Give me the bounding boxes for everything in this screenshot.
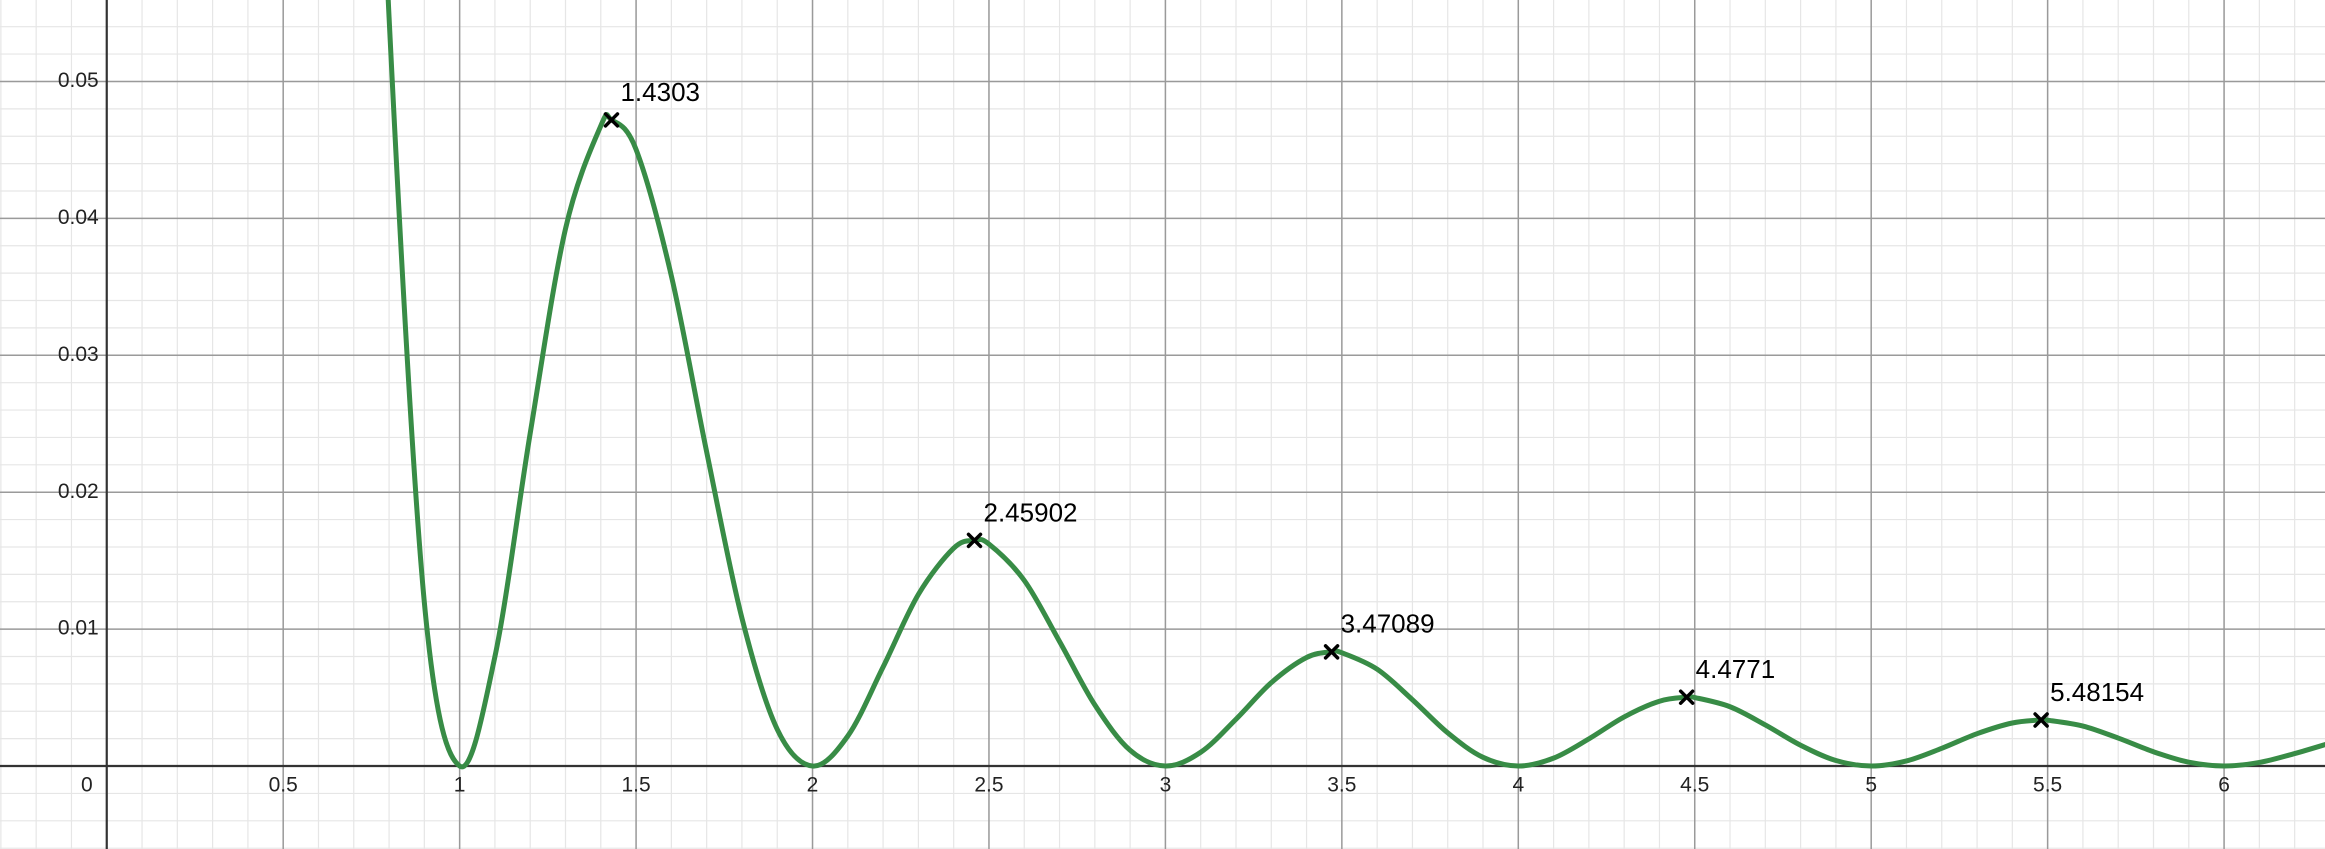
- x-tick-label: 4: [1512, 774, 1524, 797]
- y-tick-label: 0.01: [58, 617, 99, 640]
- point-label: 2.45902: [984, 497, 1078, 527]
- x-tick-label: 0: [81, 774, 93, 797]
- point-marker: [1678, 689, 1695, 705]
- point-label: 4.4771: [1696, 654, 1776, 684]
- point-label: 1.4303: [620, 77, 700, 107]
- point-marker: [966, 532, 983, 549]
- x-tick-label: 1.5: [621, 774, 650, 797]
- curve: [385, 0, 2325, 770]
- y-tick-label: 0.02: [58, 480, 99, 503]
- x-tick-label: 5.5: [2033, 774, 2062, 797]
- x-tick-label: 5: [1865, 774, 1877, 797]
- y-tick-label: 0.03: [58, 343, 99, 366]
- point-marker: [603, 112, 620, 128]
- x-tick-label: 3.5: [1327, 774, 1356, 797]
- point-label: 3.47089: [1341, 609, 1435, 639]
- x-tick-label: 2: [807, 774, 819, 797]
- x-tick-label: 6: [2218, 774, 2230, 797]
- x-tick-label: 4.5: [1680, 774, 1709, 797]
- y-tick-label: 0.05: [58, 69, 99, 92]
- point-marker: [2033, 712, 2049, 728]
- point-marker: [1323, 644, 1340, 660]
- x-tick-label: 2.5: [974, 774, 1003, 797]
- x-tick-label: 0.5: [269, 774, 298, 797]
- y-tick-label: 0.04: [58, 206, 99, 229]
- x-tick-label: 1: [454, 774, 466, 797]
- x-tick-label: 3: [1160, 774, 1172, 797]
- point-label: 5.48154: [2050, 677, 2144, 707]
